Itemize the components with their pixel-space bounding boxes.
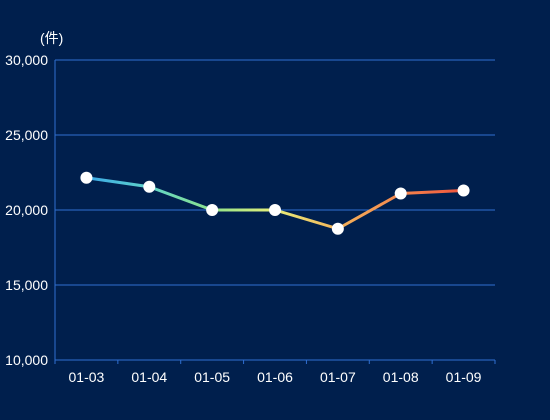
x-tick-label: 01-07: [320, 369, 356, 385]
x-tick-label: 01-04: [131, 369, 167, 385]
axes: [54, 60, 495, 361]
data-points: [80, 171, 470, 235]
x-axis-ticks: 01-03 01-04 01-05 01-06 01-07 01-08 01-09: [54, 360, 496, 385]
grid-lines: [55, 59, 495, 286]
data-point[interactable]: [269, 204, 281, 216]
y-axis-unit-label: (件): [40, 30, 63, 46]
data-point[interactable]: [206, 204, 219, 216]
y-tick-label: 20,000: [5, 202, 48, 218]
series-group: [84, 176, 466, 231]
x-tick-label: 01-08: [383, 369, 419, 385]
y-axis-ticks: 10,000 15,000 20,000 25,000 30,000: [5, 52, 48, 368]
y-tick-label: 25,000: [5, 127, 48, 143]
data-point[interactable]: [457, 184, 470, 197]
x-tick-label: 01-05: [194, 369, 230, 385]
series-line: [84, 176, 466, 231]
y-tick-label: 15,000: [5, 277, 48, 293]
data-point[interactable]: [143, 180, 156, 193]
x-tick-label: 01-03: [69, 369, 105, 385]
y-tick-label: 10,000: [5, 352, 48, 368]
data-point[interactable]: [394, 187, 407, 200]
data-point[interactable]: [80, 171, 93, 184]
x-tick-label: 01-06: [257, 369, 293, 385]
y-tick-label: 30,000: [5, 52, 48, 68]
data-point[interactable]: [331, 222, 344, 235]
x-tick-label: 01-09: [446, 369, 482, 385]
